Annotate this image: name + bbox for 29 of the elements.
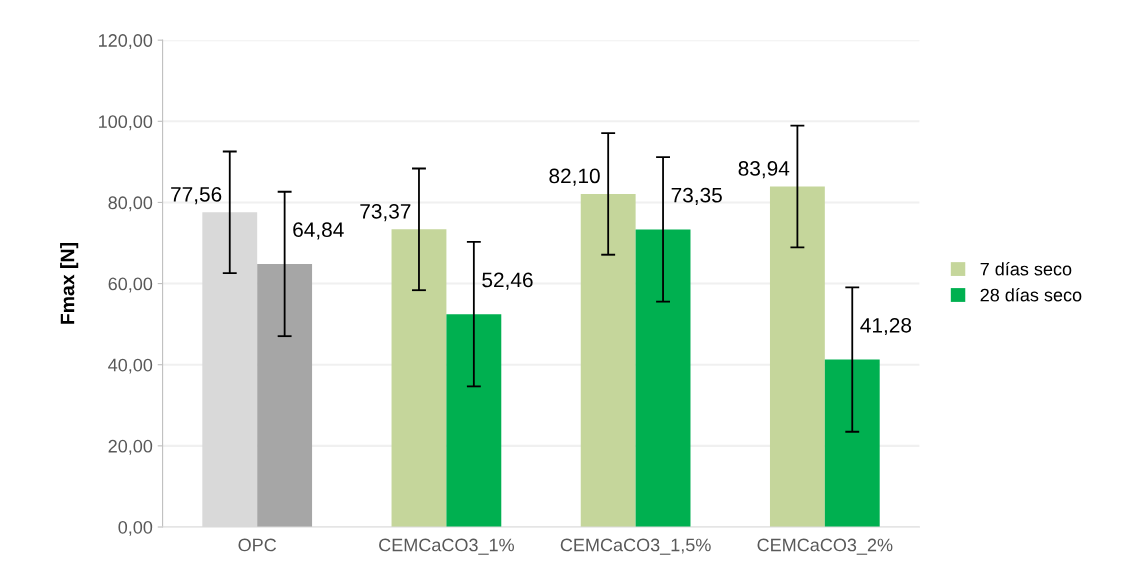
- y-tick-label: 100,00: [99, 115, 153, 131]
- x-tick-label: CEMCaCO3_2%: [757, 538, 893, 555]
- x-tick-label: CEMCaCO3_1,5%: [560, 538, 711, 555]
- data-label: 82,10: [549, 168, 600, 186]
- data-label: 52,46: [482, 272, 533, 290]
- y-tick-label: 0,00: [118, 520, 153, 536]
- x-tick-label: OPC: [238, 538, 277, 552]
- bar: [635, 229, 691, 527]
- bar: [580, 193, 636, 527]
- y-tick-label: 120,00: [99, 34, 153, 50]
- bar: [769, 186, 825, 527]
- legend-label: 28 días seco: [980, 287, 1082, 302]
- y-tick-label: 20,00: [108, 439, 153, 455]
- bar: [391, 229, 447, 527]
- legend-label: 7 días seco: [980, 262, 1072, 276]
- data-label: 83,94: [738, 161, 790, 179]
- data-label: 64,84: [293, 222, 344, 240]
- data-label: 73,35: [671, 187, 722, 206]
- y-tick-label: 40,00: [108, 358, 153, 374]
- y-axis-title: Fmax [N]: [60, 243, 79, 324]
- data-label: 77,56: [171, 186, 222, 205]
- y-tick-label: 60,00: [108, 277, 153, 293]
- bar: [824, 359, 880, 527]
- bar: [446, 314, 502, 527]
- data-label: 73,37: [360, 203, 411, 222]
- data-label: 41,28: [860, 317, 912, 336]
- x-tick-label: CEMCaCO3_1%: [379, 538, 514, 555]
- y-tick-label: 80,00: [108, 196, 153, 212]
- bar: [257, 263, 313, 527]
